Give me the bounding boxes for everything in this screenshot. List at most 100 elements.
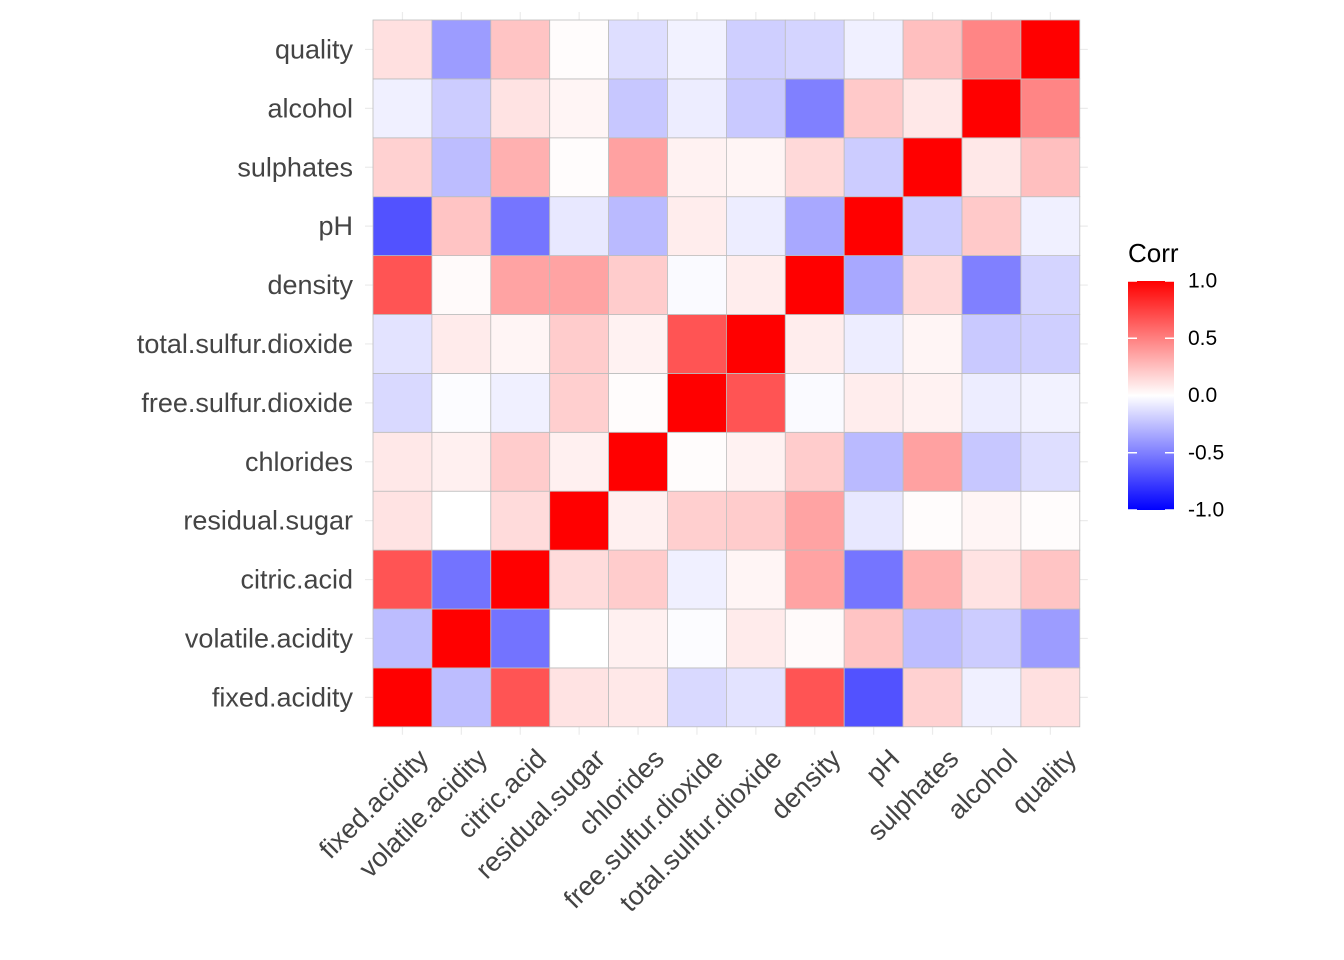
heatmap-cell-total.sulfur.dioxide-quality [726,19,786,80]
heatmap-cell-citric.acid-residual.sugar [490,490,551,551]
heatmap-cell-density-density [784,255,845,315]
heatmap-cell-pH-free.sulfur.dioxide [843,372,904,433]
heatmap-cell-sulphates-total.sulfur.dioxide [902,314,963,374]
legend-tick-label: -1.0 [1188,499,1224,522]
heatmap-cell-density-sulphates [784,137,845,198]
heatmap-cell-citric.acid-fixed.acidity [490,667,551,728]
heatmap-cell-quality-quality [1020,19,1081,80]
heatmap-cell-quality-alcohol [1020,78,1081,139]
heatmap-cell-sulphates-free.sulfur.dioxide [902,372,963,433]
y-tick-label: free.sulfur.dioxide [141,388,353,418]
heatmap-cell-chlorides-sulphates [608,137,668,198]
heatmap-cell-fixed.acidity-quality [372,19,433,80]
heatmap-cell-pH-volatile.acidity [843,608,904,669]
heatmap-cell-fixed.acidity-fixed.acidity [372,667,433,728]
y-tick-label: residual.sugar [183,506,353,536]
heatmap-cell-residual.sugar-residual.sugar [549,490,610,551]
heatmap-cell-volatile.acidity-total.sulfur.dioxide [431,314,492,374]
heatmap-cell-alcohol-density [961,255,1022,315]
heatmap-cell-citric.acid-density [490,255,551,315]
heatmap-cell-citric.acid-pH [490,196,551,256]
heatmap-cell-chlorides-citric.acid [608,549,668,610]
heatmap-cell-alcohol-residual.sugar [961,490,1022,551]
heatmap-cell-volatile.acidity-quality [431,19,492,80]
heatmap-cell-fixed.acidity-density [372,255,433,315]
heatmap-cell-residual.sugar-volatile.acidity [549,608,610,669]
heatmap-cell-chlorides-density [608,255,668,315]
heatmap-cell-residual.sugar-sulphates [549,137,610,198]
heatmap-cell-density-quality [784,19,845,80]
heatmap-cell-residual.sugar-density [549,255,610,315]
heatmap-cell-citric.acid-citric.acid [490,549,551,610]
heatmap-cell-alcohol-volatile.acidity [961,608,1022,669]
heatmap-cell-alcohol-sulphates [961,137,1022,198]
heatmap-cell-quality-fixed.acidity [1020,667,1081,728]
heatmap-cell-sulphates-alcohol [902,78,963,139]
heatmap-cell-pH-sulphates [843,137,904,198]
x-tick-label: pH [860,743,906,789]
legend-tick-label: -0.5 [1188,441,1224,464]
heatmap-cell-pH-chlorides [843,431,904,492]
heatmap-cell-citric.acid-total.sulfur.dioxide [490,314,551,374]
heatmap-cell-pH-citric.acid [843,549,904,610]
legend-tick-label: 0.0 [1188,384,1217,407]
heatmap-cell-citric.acid-chlorides [490,431,551,492]
heatmap-cell-density-residual.sugar [784,490,845,551]
heatmap-cell-quality-chlorides [1020,431,1081,492]
heatmap-cell-fixed.acidity-free.sulfur.dioxide [372,372,433,433]
heatmap-cell-pH-residual.sugar [843,490,904,551]
heatmap-cell-fixed.acidity-residual.sugar [372,490,433,551]
heatmap-cell-volatile.acidity-citric.acid [431,549,492,610]
heatmap-cell-density-fixed.acidity [784,667,845,728]
heatmap-cell-citric.acid-quality [490,19,551,80]
heatmap-cell-alcohol-total.sulfur.dioxide [961,314,1022,374]
heatmap-cell-sulphates-fixed.acidity [902,667,963,728]
heatmap-cell-quality-pH [1020,196,1081,256]
y-tick-label: alcohol [267,93,353,123]
y-tick-label: total.sulfur.dioxide [137,329,353,359]
heatmap-cell-free.sulfur.dioxide-pH [667,196,727,256]
heatmap-cell-alcohol-fixed.acidity [961,667,1022,728]
heatmap-cell-chlorides-free.sulfur.dioxide [608,372,668,433]
heatmap-cell-free.sulfur.dioxide-volatile.acidity [667,608,727,669]
heatmap-cell-pH-density [843,255,904,315]
heatmap-cell-fixed.acidity-chlorides [372,431,433,492]
legend: Corr 1.0 0.5 0.0 -0.5 -1.0 [1128,238,1224,522]
heatmap-cell-fixed.acidity-total.sulfur.dioxide [372,314,433,374]
heatmap-cell-density-free.sulfur.dioxide [784,372,845,433]
heatmap-cell-volatile.acidity-volatile.acidity [431,608,492,669]
heatmap-cell-alcohol-free.sulfur.dioxide [961,372,1022,433]
heatmap-cell-alcohol-pH [961,196,1022,256]
legend-title: Corr [1128,238,1179,268]
heatmap-cell-alcohol-chlorides [961,431,1022,492]
heatmap-cell-pH-total.sulfur.dioxide [843,314,904,374]
heatmap-cell-total.sulfur.dioxide-alcohol [726,78,786,139]
heatmap-cell-free.sulfur.dioxide-free.sulfur.dioxide [667,372,727,433]
y-axis-tick-labels: fixed.acidity volatile.acidity citric.acid… [137,34,354,712]
heatmap-cell-quality-residual.sugar [1020,490,1081,551]
heatmap-cell-pH-pH [843,196,904,256]
heatmap-cell-total.sulfur.dioxide-citric.acid [726,549,786,610]
heatmap-cell-residual.sugar-chlorides [549,431,610,492]
heatmap-cell-pH-quality [843,19,904,80]
heatmap-cell-pH-fixed.acidity [843,667,904,728]
heatmap-cell-alcohol-citric.acid [961,549,1022,610]
heatmap-cell-quality-free.sulfur.dioxide [1020,372,1081,433]
y-tick-label: density [267,270,353,300]
heatmap-cell-volatile.acidity-residual.sugar [431,490,492,551]
heatmap-cell-sulphates-volatile.acidity [902,608,963,669]
heatmap-cell-residual.sugar-fixed.acidity [549,667,610,728]
y-tick-label: citric.acid [240,565,353,595]
y-tick-label: pH [318,211,353,241]
heatmap-cell-volatile.acidity-chlorides [431,431,492,492]
heatmap-cell-chlorides-residual.sugar [608,490,668,551]
heatmap-cell-density-citric.acid [784,549,845,610]
heatmap-cells [372,19,1081,728]
heatmap-cell-chlorides-pH [608,196,668,256]
heatmap-cell-quality-volatile.acidity [1020,608,1081,669]
heatmap-cell-citric.acid-alcohol [490,78,551,139]
heatmap-cell-free.sulfur.dioxide-chlorides [667,431,727,492]
heatmap-cell-residual.sugar-free.sulfur.dioxide [549,372,610,433]
heatmap-cell-free.sulfur.dioxide-alcohol [667,78,727,139]
